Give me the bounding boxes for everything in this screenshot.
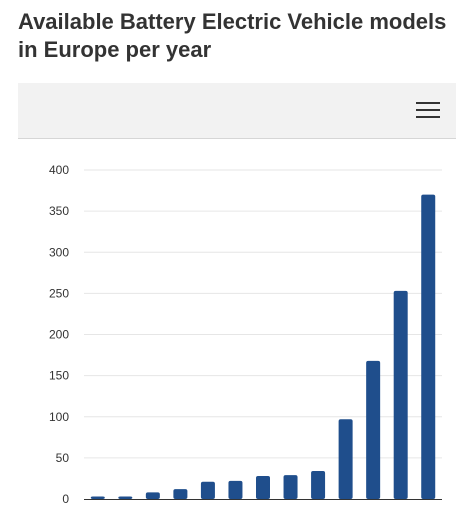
bar[interactable] bbox=[421, 194, 436, 500]
bar[interactable] bbox=[283, 475, 298, 499]
hamburger-menu-icon[interactable] bbox=[416, 99, 440, 121]
bar-chart: 0 50 100 150 200 250 300 350 400 bbox=[49, 163, 442, 506]
y-tick-label: 0 bbox=[62, 492, 69, 506]
bar[interactable] bbox=[393, 290, 408, 499]
bar[interactable] bbox=[118, 496, 133, 499]
y-axis-tick-labels: 0 50 100 150 200 250 300 350 400 bbox=[49, 163, 69, 506]
bar[interactable] bbox=[366, 360, 381, 499]
bar[interactable] bbox=[145, 492, 160, 499]
bar[interactable] bbox=[90, 496, 105, 499]
page-title: Available Battery Electric Vehicle model… bbox=[18, 9, 447, 62]
y-tick-label: 200 bbox=[49, 328, 69, 342]
bar[interactable] bbox=[173, 489, 188, 499]
y-tick-label: 100 bbox=[49, 410, 69, 424]
y-tick-label: 350 bbox=[49, 204, 69, 218]
bar[interactable] bbox=[228, 480, 243, 499]
y-tick-label: 50 bbox=[56, 451, 70, 465]
grid-lines bbox=[84, 169, 442, 459]
bars bbox=[90, 194, 436, 500]
bar[interactable] bbox=[200, 481, 215, 499]
bar[interactable] bbox=[256, 475, 270, 499]
bar[interactable] bbox=[311, 471, 326, 499]
y-tick-label: 250 bbox=[49, 286, 69, 300]
y-tick-label: 400 bbox=[49, 163, 69, 177]
y-tick-label: 300 bbox=[49, 245, 69, 259]
y-tick-label: 150 bbox=[49, 369, 69, 383]
chart-toolbar bbox=[18, 83, 456, 139]
bar[interactable] bbox=[338, 419, 353, 499]
